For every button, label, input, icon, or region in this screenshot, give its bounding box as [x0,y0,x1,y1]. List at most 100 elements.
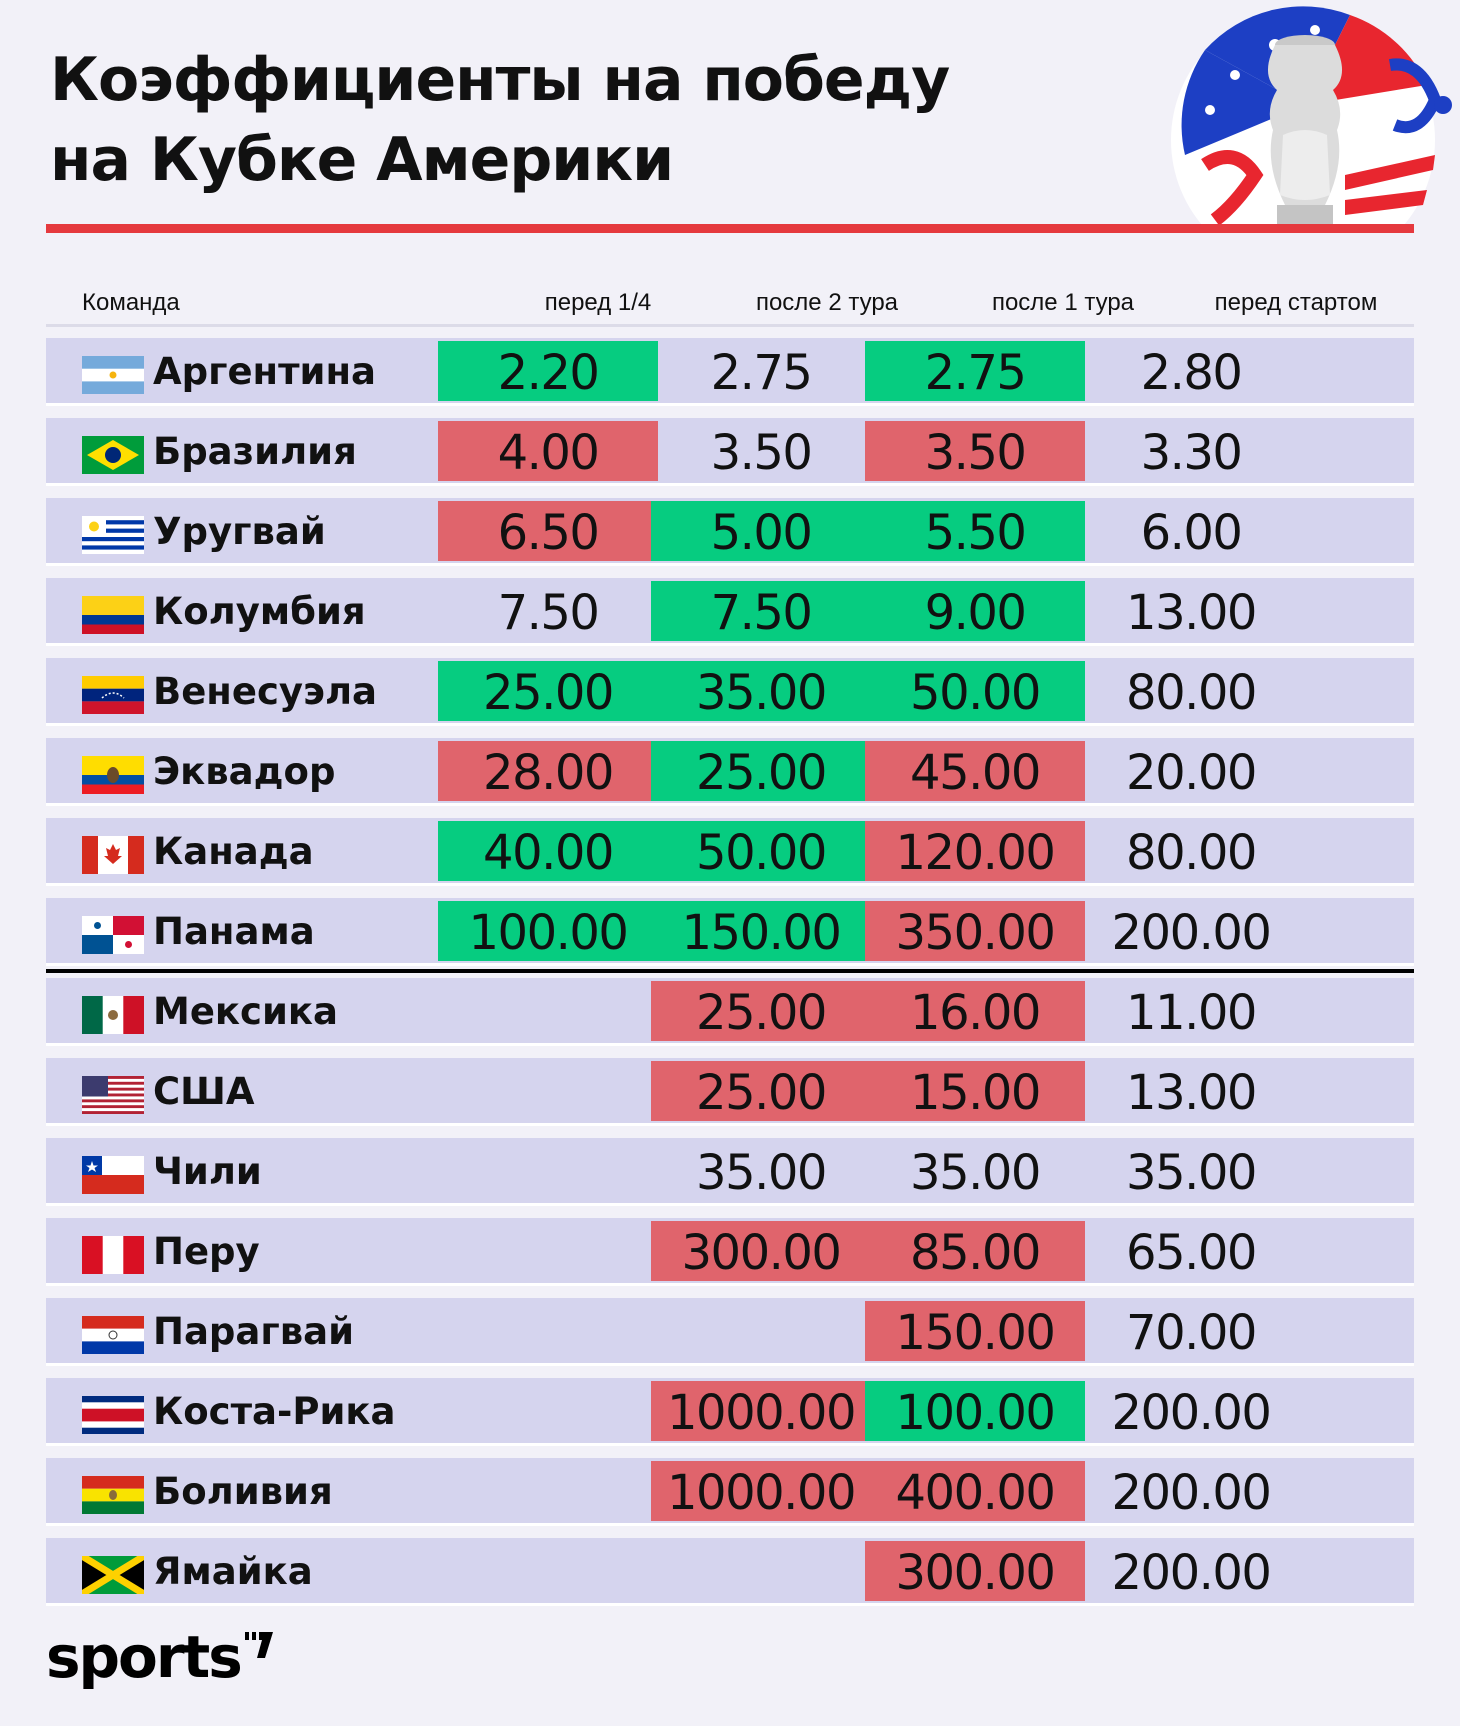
odds-cell-col-1: 2.20 [438,341,658,401]
table-row: Бразилия 4.00 3.50 3.50 3.30 [46,418,1414,486]
odds-cell-col-2: 1000.00 [651,1381,871,1441]
odds-cell-col-1: 7.50 [497,585,600,641]
brazil-flag-icon [82,436,144,474]
odds-cell-col-2: 25.00 [651,981,871,1041]
odds-cell-col-1 [438,1061,658,1121]
table-row: Перу 300.00 85.00 65.00 [46,1218,1414,1286]
team-name: Бразилия [153,430,357,473]
team-name: Парагвай [153,1310,355,1353]
odds-cell-col-1: 25.00 [438,661,658,721]
table-row: Ямайка 300.00 200.00 [46,1538,1414,1606]
odds-cell-col-2 [651,1541,871,1601]
odds-cell-col-4: 65.00 [1126,1225,1257,1281]
header-divider [46,324,1414,327]
odds-cell-col-1 [438,1141,658,1201]
team-name: Канада [153,830,314,873]
odds-cell-col-1 [438,1461,658,1521]
odds-cell-col-2: 300.00 [651,1221,871,1281]
team-name: Перу [153,1230,260,1273]
odds-cell-col-3: 50.00 [865,661,1085,721]
team-name: Колумбия [153,590,366,633]
odds-cell-col-3: 45.00 [865,741,1085,801]
bolivia-flag-icon [82,1476,144,1514]
header-col-2: после 2 тура [755,289,899,316]
team-name: Аргентина [153,350,377,393]
copa-america-logo [1165,5,1455,230]
sports-logo-mark-icon [244,1632,273,1658]
odds-cell-col-2: 35.00 [651,661,871,721]
table-row: Уругвай 6.50 5.00 5.50 6.00 [46,498,1414,566]
odds-cell-col-2: 3.50 [710,425,813,481]
odds-cell-col-4: 70.00 [1126,1305,1257,1361]
jamaica-flag-icon [82,1556,144,1594]
odds-cell-col-1 [438,1301,658,1361]
odds-cell-col-3: 150.00 [865,1301,1085,1361]
odds-cell-col-3: 2.75 [865,341,1085,401]
odds-cell-col-3: 35.00 [910,1145,1041,1201]
odds-cell-col-4: 80.00 [1126,665,1257,721]
odds-cell-col-1: 40.00 [438,821,658,881]
title-line-2: на Кубке Америки [50,125,674,195]
team-name: США [153,1070,255,1113]
odds-cell-col-4: 13.00 [1126,1065,1257,1121]
odds-cell-col-3: 120.00 [865,821,1085,881]
odds-cell-col-4: 11.00 [1126,985,1257,1041]
header-col-3: после 1 тура [991,289,1135,316]
odds-cell-col-1 [438,1541,658,1601]
paraguay-flag-icon [82,1316,144,1354]
team-name: Уругвай [153,510,326,553]
odds-cell-col-4: 35.00 [1126,1145,1257,1201]
table-row: Венесуэла 25.00 35.00 50.00 80.00 [46,658,1414,726]
odds-cell-col-4: 80.00 [1126,825,1257,881]
odds-cell-col-4: 200.00 [1111,1385,1272,1441]
header-col-4: перед стартом [1214,289,1378,316]
odds-cell-col-4: 200.00 [1111,1545,1272,1601]
team-name: Панама [153,910,315,953]
venezuela-flag-icon [82,676,144,714]
odds-cell-col-3: 100.00 [865,1381,1085,1441]
odds-cell-col-3: 85.00 [865,1221,1085,1281]
odds-cell-col-3: 3.50 [865,421,1085,481]
odds-cell-col-2: 50.00 [651,821,871,881]
panama-flag-icon [82,916,144,954]
odds-cell-col-4: 20.00 [1126,745,1257,801]
odds-cell-col-1: 6.50 [438,501,658,561]
qualified-divider [46,969,1414,973]
odds-cell-col-2: 5.00 [651,501,871,561]
team-name: Венесуэла [153,670,378,713]
argentina-flag-icon [82,356,144,394]
table-row: Канада 40.00 50.00 120.00 80.00 [46,818,1414,886]
table-row: США 25.00 15.00 13.00 [46,1058,1414,1126]
odds-cell-col-2: 2.75 [710,345,813,401]
odds-cell-col-4: 13.00 [1126,585,1257,641]
odds-cell-col-1 [438,1221,658,1281]
uruguay-flag-icon [82,516,144,554]
title-underline [46,224,1414,233]
odds-cell-col-2: 35.00 [696,1145,827,1201]
table-row: Коста-Рика 1000.00 100.00 200.00 [46,1378,1414,1446]
odds-cell-col-2: 25.00 [651,1061,871,1121]
odds-cell-col-3: 9.00 [865,581,1085,641]
table-row: Аргентина 2.20 2.75 2.75 2.80 [46,338,1414,406]
canada-flag-icon [82,836,144,874]
odds-cell-col-3: 300.00 [865,1541,1085,1601]
table-row: Мексика 25.00 16.00 11.00 [46,978,1414,1046]
team-name: Ямайка [153,1550,313,1593]
team-name: Чили [153,1150,262,1193]
table-row: Чили 35.00 35.00 35.00 [46,1138,1414,1206]
odds-cell-col-3: 400.00 [865,1461,1085,1521]
odds-cell-col-3: 15.00 [865,1061,1085,1121]
table-row: Парагвай 150.00 70.00 [46,1298,1414,1366]
odds-cell-col-1: 100.00 [438,901,658,961]
team-name: Эквадор [153,750,336,793]
odds-cell-col-4: 6.00 [1140,505,1243,561]
odds-cell-col-4: 2.80 [1140,345,1243,401]
odds-cell-col-1 [438,1381,658,1441]
mexico-flag-icon [82,996,144,1034]
odds-cell-col-1: 28.00 [438,741,658,801]
chile-flag-icon [82,1156,144,1194]
odds-cell-col-1: 4.00 [438,421,658,481]
odds-cell-col-4: 200.00 [1111,1465,1272,1521]
header-col-1: перед 1/4 [544,289,652,316]
sports-logo: sports [46,1622,275,1692]
